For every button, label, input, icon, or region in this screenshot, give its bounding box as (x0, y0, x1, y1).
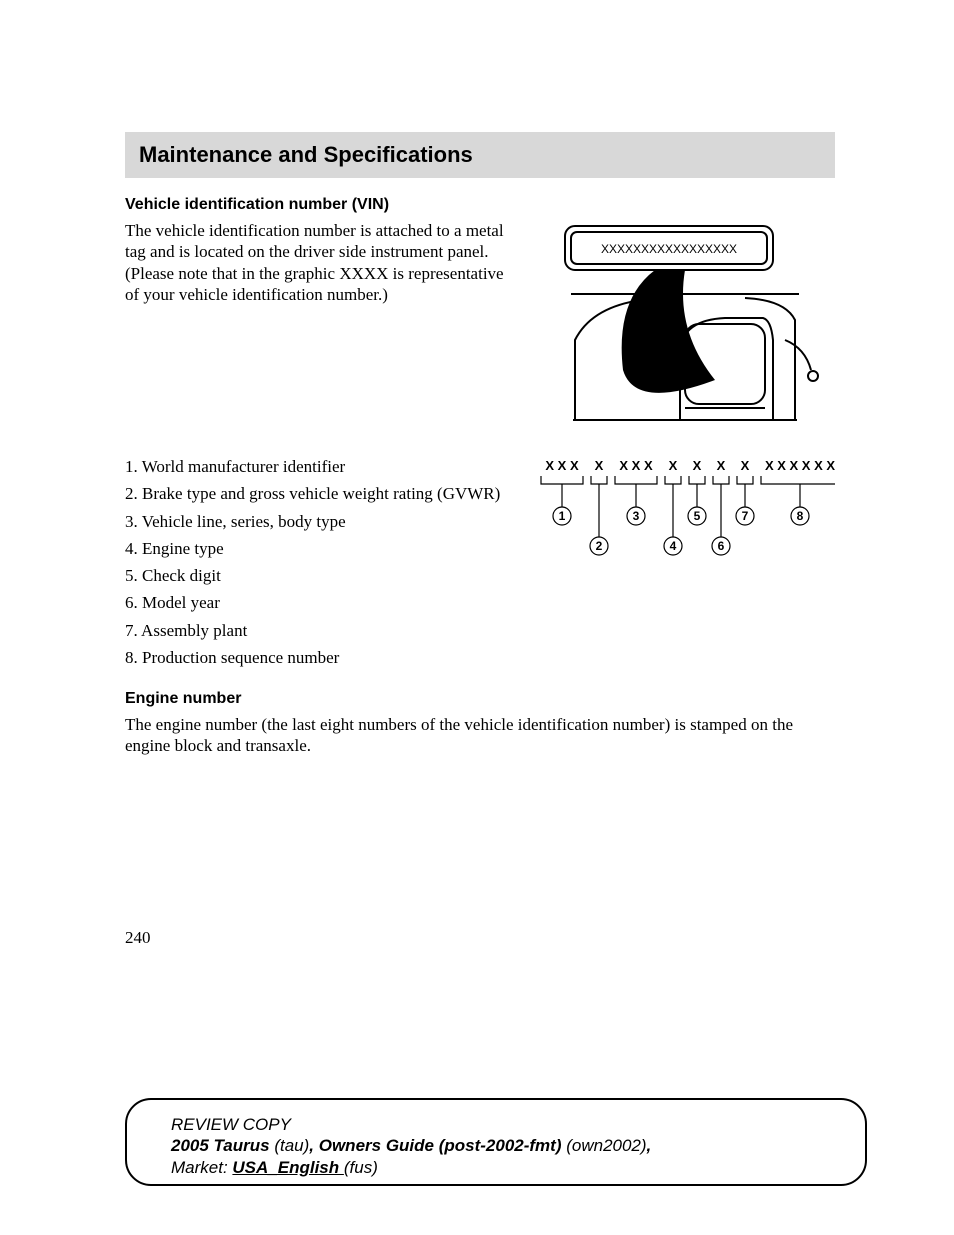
svg-text:8: 8 (797, 509, 804, 523)
svg-text:6: 6 (718, 539, 725, 553)
svg-text:2: 2 (596, 539, 603, 553)
svg-text:X X X X X X: X X X X X X (765, 458, 835, 473)
vin-decode-item: 5. Check digit (125, 565, 517, 586)
vin-decode-item: 1. World manufacturer identifier (125, 456, 517, 477)
svg-text:X: X (669, 458, 678, 473)
vin-decode-item: 7. Assembly plant (125, 620, 517, 641)
svg-text:3: 3 (633, 509, 640, 523)
svg-text:X X X: X X X (545, 458, 579, 473)
svg-text:7: 7 (742, 509, 749, 523)
svg-text:5: 5 (694, 509, 701, 523)
svg-text:X X X: X X X (619, 458, 653, 473)
vin-heading: Vehicle identification number (VIN) (125, 196, 835, 214)
svg-text:1: 1 (559, 509, 566, 523)
vin-decode-list: 1. World manufacturer identifier 2. Brake… (125, 456, 517, 674)
svg-text:X: X (693, 458, 702, 473)
engine-text: The engine number (the last eight number… (125, 714, 835, 757)
vin-breakdown-figure: X X X 1 X 2 X X X 3 X 4 X 5 X 6 X 7 X X X X X X 8 (535, 456, 835, 674)
page-number: 240 (125, 928, 151, 948)
vin-location-figure: XXXXXXXXXXXXXXXXX (535, 220, 835, 440)
vin-decode-item: 8. Production sequence number (125, 647, 517, 668)
vin-decode-item: 2. Brake type and gross vehicle weight r… (125, 483, 517, 504)
svg-text:X: X (717, 458, 726, 473)
svg-text:X: X (595, 458, 604, 473)
vin-plate-text: XXXXXXXXXXXXXXXXX (601, 242, 737, 256)
vin-decode-item: 4. Engine type (125, 538, 517, 559)
vin-decode-item: 6. Model year (125, 592, 517, 613)
footer-line-2: 2005 Taurus (tau), Owners Guide (post-20… (171, 1135, 865, 1156)
vin-intro: The vehicle identification number is att… (125, 220, 517, 305)
footer-line-3: Market: USA_English (fus) (171, 1157, 865, 1178)
section-title: Maintenance and Specifications (139, 142, 821, 168)
engine-heading: Engine number (125, 690, 835, 708)
footer-box: REVIEW COPY 2005 Taurus (tau), Owners Gu… (125, 1098, 867, 1186)
vin-decode-item: 3. Vehicle line, series, body type (125, 511, 517, 532)
svg-text:4: 4 (670, 539, 677, 553)
svg-text:X: X (741, 458, 750, 473)
section-header: Maintenance and Specifications (125, 132, 835, 178)
footer-line-1: REVIEW COPY (171, 1114, 865, 1135)
